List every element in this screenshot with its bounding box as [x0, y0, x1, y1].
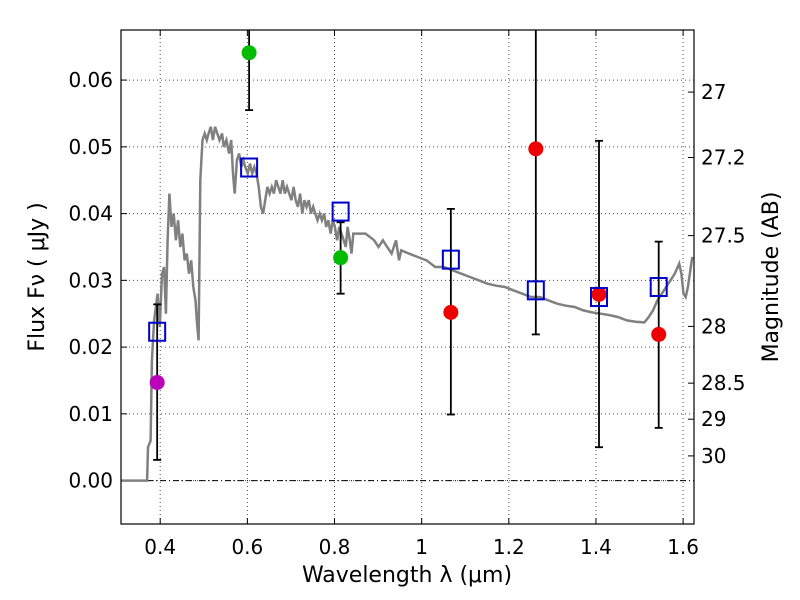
- model-photometry-point: [148, 321, 167, 342]
- y-tick-label: 0.05: [68, 135, 113, 159]
- magnitude-tick-label: 28.5: [701, 371, 746, 395]
- error-bars: [153, 30, 663, 461]
- plot-frame: [120, 29, 695, 525]
- y-tick-label: 0.06: [68, 68, 113, 92]
- x-ticks: 0.4 0.6 0.8 1 1.2 1.4 1.6: [144, 30, 699, 559]
- observed-point: [333, 250, 349, 266]
- model-sed-line: [121, 126, 694, 482]
- model-photometry-point: [590, 287, 609, 308]
- magnitude-tick-label: 29: [701, 407, 726, 431]
- x-tick-label: 0.8: [319, 535, 351, 559]
- grid: [121, 30, 694, 524]
- magnitude-ticks: 27 27.2 27.5 28 28.5 29 30: [688, 80, 746, 468]
- x-tick-label: 1: [415, 535, 428, 559]
- y-tick-label: 0.00: [68, 469, 113, 493]
- y-tick-label: 0.04: [68, 202, 113, 226]
- observed-points: [149, 45, 667, 390]
- model-photometry-point: [240, 157, 259, 178]
- magnitude-tick-label: 27: [701, 80, 726, 104]
- model-photometry-point: [441, 249, 460, 270]
- magnitude-tick-label: 27.2: [701, 146, 746, 170]
- model-photometry-points: [148, 157, 668, 342]
- y-tick-label: 0.03: [68, 268, 113, 292]
- observed-point: [528, 141, 544, 157]
- x-tick-label: 0.6: [231, 535, 263, 559]
- magnitude-tick-label: 28: [701, 314, 726, 338]
- plot-area: [121, 30, 694, 482]
- observed-point: [591, 286, 607, 302]
- y-axis-label-right: Magnitude (AB): [759, 192, 784, 363]
- observed-point: [241, 45, 257, 61]
- x-axis-label: Wavelength λ (μm): [302, 563, 512, 588]
- x-tick-label: 1.4: [580, 535, 612, 559]
- y-axis-label: Flux Fν ( μJy ): [25, 202, 50, 351]
- model-photometry-point: [649, 277, 668, 298]
- observed-point: [443, 304, 459, 320]
- y-tick-label: 0.01: [68, 402, 113, 426]
- y-ticks: 0.00 0.01 0.02 0.03 0.04 0.05 0.06: [68, 68, 127, 493]
- observed-point: [651, 326, 667, 342]
- model-photometry-point: [526, 280, 545, 301]
- x-tick-label: 1.2: [493, 535, 525, 559]
- magnitude-tick-label: 27.5: [701, 224, 746, 248]
- observed-point: [149, 374, 165, 390]
- x-tick-label: 1.6: [667, 535, 699, 559]
- x-tick-label: 0.4: [144, 535, 176, 559]
- magnitude-tick-label: 30: [701, 444, 726, 468]
- model-photometry-point: [331, 201, 350, 222]
- y-tick-label: 0.02: [68, 335, 113, 359]
